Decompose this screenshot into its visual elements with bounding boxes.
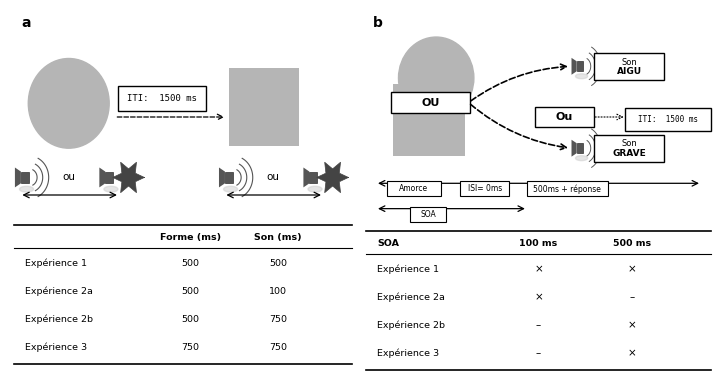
FancyBboxPatch shape [595, 53, 664, 80]
Polygon shape [572, 58, 577, 75]
Text: Expérience 2a: Expérience 2a [377, 292, 445, 302]
FancyBboxPatch shape [577, 143, 584, 153]
FancyBboxPatch shape [527, 181, 607, 196]
Circle shape [398, 37, 474, 119]
Text: Expérience 3: Expérience 3 [24, 342, 87, 352]
Text: AIGU: AIGU [617, 67, 642, 76]
FancyBboxPatch shape [460, 181, 509, 196]
Text: Ou: Ou [556, 112, 573, 122]
Ellipse shape [104, 186, 118, 192]
FancyBboxPatch shape [309, 172, 317, 183]
Text: 500: 500 [181, 259, 199, 268]
Polygon shape [15, 168, 21, 187]
Text: Son: Son [621, 58, 637, 67]
Polygon shape [99, 168, 106, 187]
FancyBboxPatch shape [118, 86, 206, 111]
Text: SOA: SOA [420, 209, 436, 219]
Polygon shape [317, 162, 348, 193]
FancyBboxPatch shape [106, 172, 113, 183]
FancyBboxPatch shape [21, 172, 29, 183]
Text: ou: ou [266, 172, 279, 183]
Text: 750: 750 [269, 343, 287, 352]
Text: Expérience 1: Expérience 1 [377, 264, 439, 274]
Text: b: b [373, 16, 383, 30]
FancyBboxPatch shape [595, 135, 664, 162]
Ellipse shape [19, 186, 34, 192]
FancyBboxPatch shape [625, 108, 711, 131]
Text: ITI:  1500 ms: ITI: 1500 ms [638, 115, 698, 124]
Text: 500 ms: 500 ms [612, 239, 651, 248]
Text: ×: × [534, 264, 543, 274]
Text: GRAVE: GRAVE [612, 149, 646, 158]
FancyBboxPatch shape [393, 84, 465, 156]
Ellipse shape [576, 74, 587, 79]
Ellipse shape [576, 156, 587, 161]
Text: –: – [536, 348, 541, 358]
Polygon shape [304, 168, 309, 187]
Text: 500: 500 [269, 259, 287, 268]
Text: Forme (ms): Forme (ms) [159, 233, 220, 242]
Text: 500: 500 [181, 315, 199, 324]
Text: ×: × [628, 348, 636, 358]
Text: Expérience 3: Expérience 3 [377, 348, 439, 358]
Text: Expérience 1: Expérience 1 [24, 258, 87, 268]
FancyBboxPatch shape [229, 68, 299, 146]
Text: ×: × [534, 292, 543, 302]
Text: Son: Son [621, 138, 637, 147]
Polygon shape [219, 168, 225, 187]
Text: 750: 750 [181, 343, 199, 352]
Text: 500: 500 [181, 287, 199, 296]
Text: a: a [22, 16, 31, 30]
Text: 750: 750 [269, 315, 287, 324]
Ellipse shape [223, 186, 238, 192]
Text: ITI:  1500 ms: ITI: 1500 ms [127, 94, 197, 103]
Text: Expérience 2b: Expérience 2b [24, 314, 93, 324]
Text: OU: OU [421, 98, 440, 108]
Polygon shape [113, 162, 144, 193]
Text: 500ms + réponse: 500ms + réponse [533, 184, 601, 193]
FancyBboxPatch shape [577, 61, 584, 71]
Text: Expérience 2a: Expérience 2a [24, 286, 93, 296]
Text: –: – [629, 292, 635, 302]
Text: Expérience 2b: Expérience 2b [377, 320, 445, 330]
FancyBboxPatch shape [535, 107, 595, 127]
Text: ou: ou [62, 172, 75, 183]
Text: ×: × [628, 320, 636, 330]
Text: SOA: SOA [377, 239, 399, 248]
FancyBboxPatch shape [410, 207, 446, 222]
Text: –: – [536, 320, 541, 330]
Text: 100: 100 [269, 287, 287, 296]
FancyBboxPatch shape [391, 92, 470, 113]
Text: Amorce: Amorce [399, 184, 429, 193]
FancyBboxPatch shape [387, 181, 441, 196]
Circle shape [28, 58, 109, 148]
Text: ×: × [628, 264, 636, 274]
Polygon shape [572, 140, 577, 157]
Text: 100 ms: 100 ms [519, 239, 558, 248]
Text: ISI= 0ms: ISI= 0ms [467, 184, 502, 193]
Ellipse shape [308, 186, 322, 192]
Text: Son (ms): Son (ms) [254, 233, 302, 242]
FancyBboxPatch shape [225, 172, 233, 183]
